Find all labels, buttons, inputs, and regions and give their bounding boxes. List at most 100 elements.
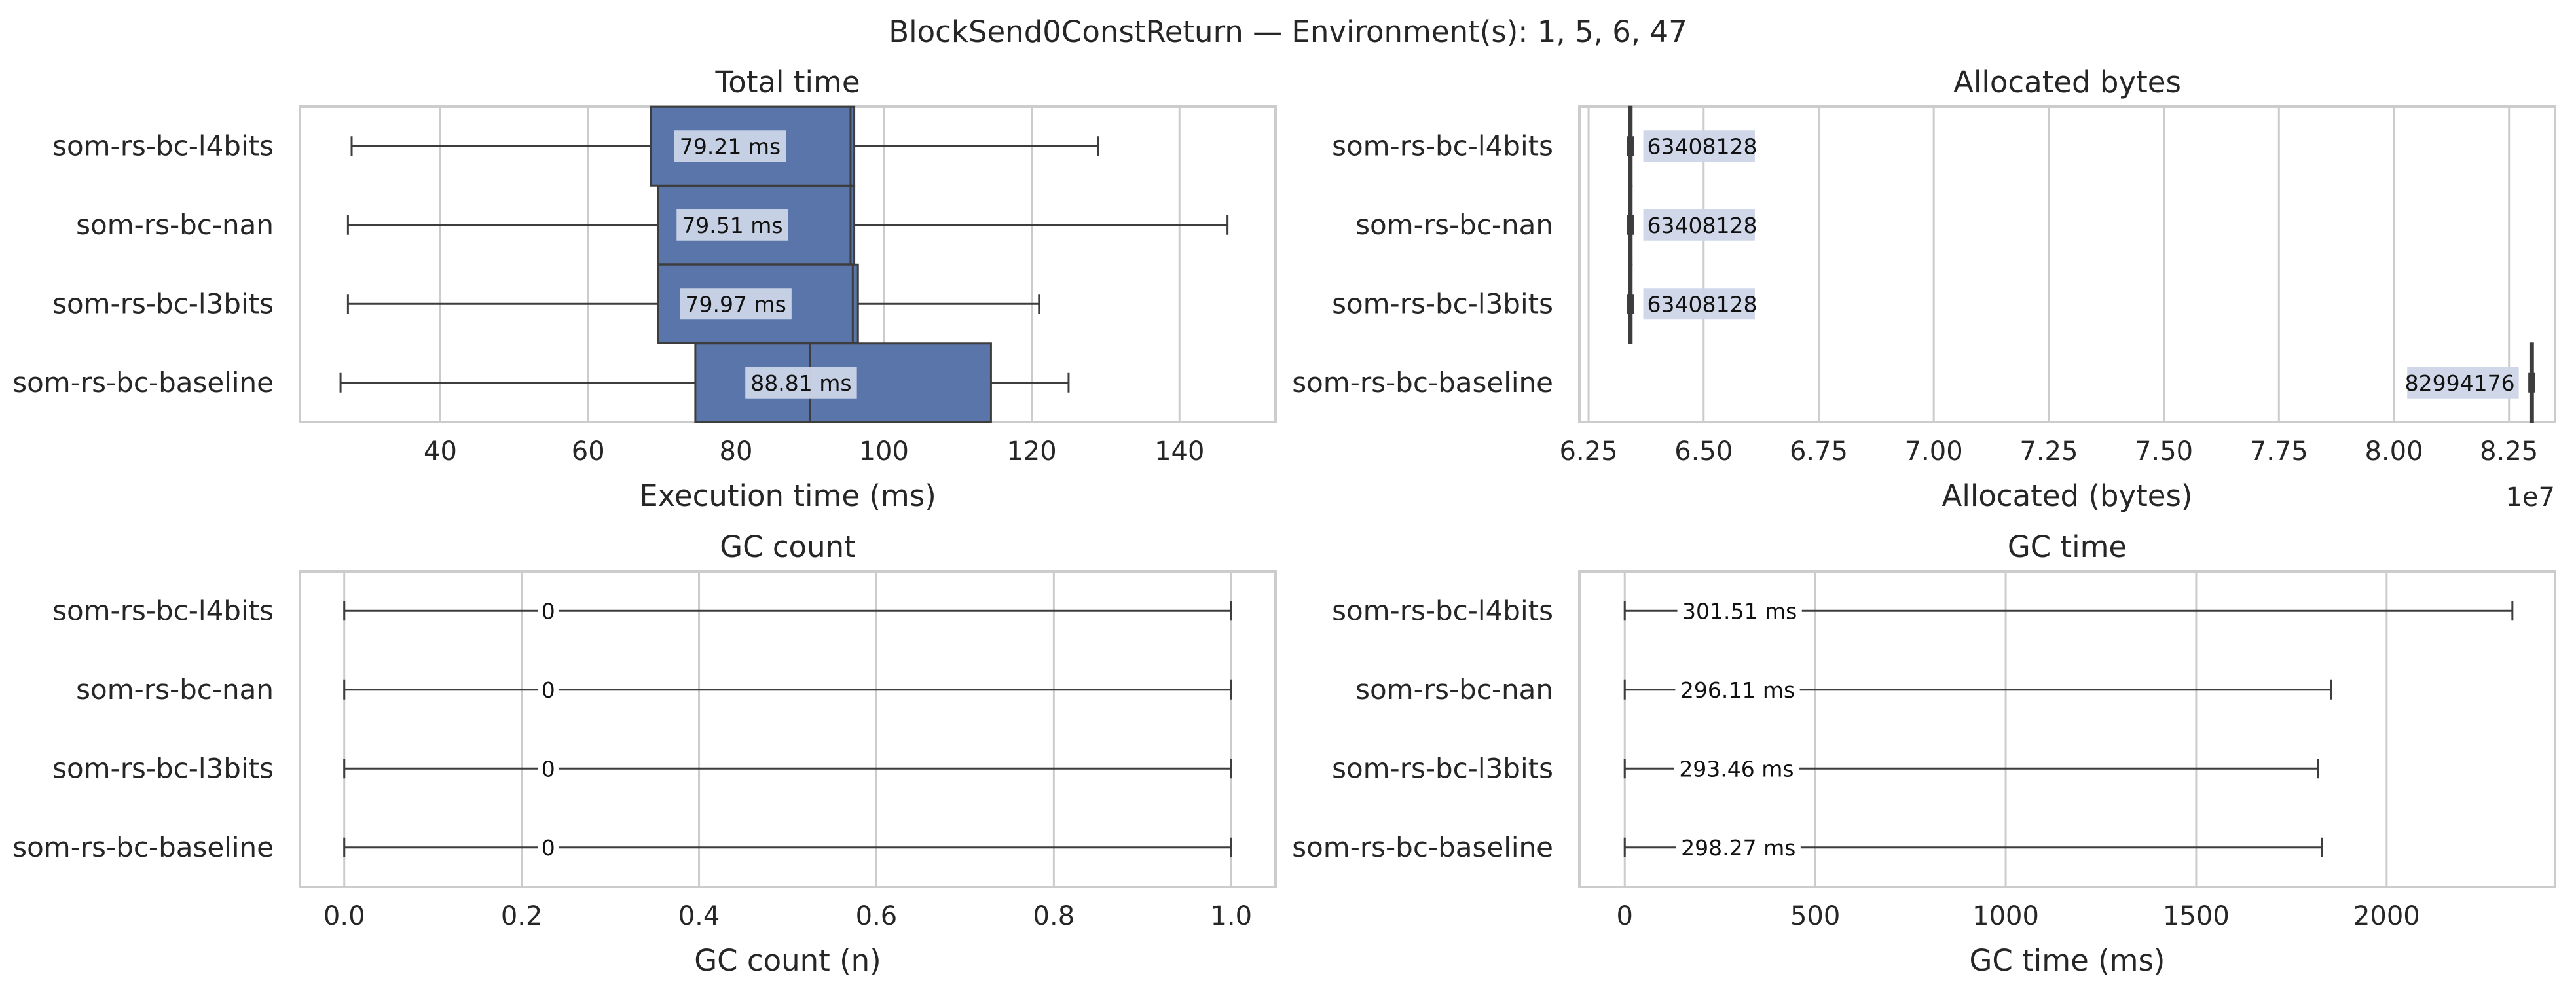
- chart-title: Total time: [714, 65, 860, 99]
- x-axis-offset-text: 1e7: [2505, 482, 2555, 512]
- x-tick-label: 6.50: [1674, 437, 1733, 467]
- box-som-rs-bc-baseline: 82994176: [2405, 342, 2535, 423]
- y-tick-label: som-rs-bc-nan: [1355, 673, 1553, 706]
- value-label-bg: [1674, 753, 1799, 785]
- x-tick-label: 6.75: [1790, 437, 1848, 467]
- box-som-rs-bc-l4bits: 301.51 ms: [1623, 595, 2514, 627]
- y-tick-label: som-rs-bc-l3bits: [52, 287, 274, 319]
- chart-title: GC time: [2008, 529, 2127, 564]
- y-tick-label: som-rs-bc-baseline: [12, 831, 274, 863]
- axes-frame: [299, 570, 1277, 888]
- value-label: 82994176: [2405, 370, 2515, 396]
- chart-gc-count: GC count 0.0 0.2 0.4 0.6 0.8 1.0 GC count (n) so…: [12, 529, 1277, 978]
- x-tick-label: 0.8: [1033, 901, 1075, 931]
- box-som-rs-bc-nan: 0: [343, 673, 1232, 706]
- axes-frame: [1578, 105, 2556, 423]
- x-tick-label: 60: [572, 437, 605, 467]
- box-som-rs-bc-l3bits: 63408128: [1627, 263, 1757, 344]
- x-tick-label: 8.00: [2364, 437, 2423, 467]
- y-tick-label: som-rs-bc-nan: [76, 209, 274, 241]
- chart-title: GC count: [720, 529, 856, 564]
- x-tick-label: 80: [720, 437, 753, 467]
- x-tick-label: 500: [1790, 901, 1840, 931]
- value-label-bg: [745, 367, 857, 399]
- y-tick-label: som-rs-bc-l4bits: [1332, 594, 1553, 626]
- x-tick-label: 1500: [2163, 901, 2230, 931]
- box-som-rs-bc-baseline: 0: [343, 831, 1232, 863]
- x-tick-label: 2000: [2353, 901, 2420, 931]
- value-label: 0: [542, 756, 555, 781]
- y-tick-label: som-rs-bc-l3bits: [1332, 752, 1553, 784]
- value-label: 63408128: [1647, 213, 1757, 238]
- value-label: 293.46 ms: [1679, 756, 1794, 781]
- value-label-bg: [1677, 595, 1802, 627]
- y-tick-label: som-rs-bc-l4bits: [52, 130, 274, 162]
- x-tick-label: 6.25: [1560, 437, 1618, 467]
- x-tick-label: 0.0: [323, 901, 365, 931]
- value-label-bg: [1643, 130, 1755, 162]
- box-som-rs-bc-l4bits: 0: [343, 595, 1232, 627]
- value-label: 298.27 ms: [1681, 835, 1795, 861]
- value-label: 79.51 ms: [682, 213, 782, 238]
- value-label-bg: [538, 753, 559, 785]
- y-tick-label: som-rs-bc-baseline: [1292, 831, 1553, 863]
- value-label-bg: [2407, 367, 2519, 399]
- value-label-bg: [676, 209, 788, 241]
- chart-gc-time: GC time 0 500 1000 1500 2000 GC time (ms) som-r…: [1292, 529, 2556, 978]
- y-tick-label: som-rs-bc-baseline: [1292, 367, 1553, 399]
- x-tick-label: 1000: [1972, 901, 2039, 931]
- x-tick-label: 1.0: [1210, 901, 1252, 931]
- box-som-rs-bc-l4bits: 63408128: [1627, 105, 1757, 187]
- value-label: 301.51 ms: [1682, 598, 1797, 624]
- value-label-bg: [538, 595, 559, 627]
- box-som-rs-bc-l3bits: 0: [343, 753, 1232, 785]
- y-tick-label: som-rs-bc-nan: [76, 673, 274, 706]
- x-tick-label: 7.00: [1905, 437, 1963, 467]
- x-tick-label: 0: [1617, 901, 1633, 931]
- box-som-rs-bc-baseline: 88.81 ms: [339, 342, 1070, 423]
- value-label: 79.21 ms: [680, 134, 781, 159]
- value-label: 63408128: [1647, 291, 1757, 317]
- x-tick-label: 7.25: [2019, 437, 2078, 467]
- value-label: 79.97 ms: [685, 291, 786, 317]
- value-label-bg: [680, 288, 792, 320]
- x-tick-label: 40: [424, 437, 457, 467]
- y-tick-label: som-rs-bc-l4bits: [1332, 130, 1553, 162]
- value-label: 88.81 ms: [750, 370, 851, 396]
- y-tick-label: som-rs-bc-l3bits: [1332, 287, 1553, 319]
- value-label-bg: [674, 130, 786, 162]
- axes-frame: [1578, 570, 2556, 888]
- figure-suptitle: BlockSend0ConstReturn — Environment(s): …: [889, 14, 1687, 49]
- value-label-bg: [538, 673, 559, 706]
- box-som-rs-bc-baseline: 298.27 ms: [1623, 831, 2323, 863]
- box-som-rs-bc-l4bits: 79.21 ms: [350, 105, 1099, 187]
- x-axis-label: GC count (n): [694, 943, 881, 978]
- chart-total-time: Total time 40 60 80 100 120 140 Execution time …: [12, 65, 1277, 513]
- value-label: 0: [542, 677, 555, 703]
- x-tick-label: 0.4: [678, 901, 720, 931]
- y-tick-label: som-rs-bc-l3bits: [52, 752, 274, 784]
- x-tick-label: 7.50: [2135, 437, 2193, 467]
- chart-title: Allocated bytes: [1953, 65, 2181, 99]
- x-tick-label: 140: [1154, 437, 1204, 467]
- value-label: 296.11 ms: [1680, 677, 1795, 703]
- value-label-bg: [1676, 831, 1801, 863]
- box-som-rs-bc-nan: 296.11 ms: [1623, 673, 2332, 706]
- box-som-rs-bc-l3bits: 293.46 ms: [1623, 753, 2319, 785]
- value-label-bg: [1643, 209, 1755, 241]
- y-tick-label: som-rs-bc-nan: [1355, 209, 1553, 241]
- value-label-bg: [1675, 673, 1800, 706]
- x-tick-label: 0.2: [501, 901, 543, 931]
- chart-allocated-bytes: Allocated bytes 6.25 6.50 6.75 7.00 7.25 7.50 7…: [1292, 65, 2556, 513]
- x-tick-label: 0.6: [856, 901, 898, 931]
- x-axis-label: Execution time (ms): [639, 478, 936, 513]
- value-label: 63408128: [1647, 134, 1757, 159]
- y-tick-label: som-rs-bc-l4bits: [52, 594, 274, 626]
- y-tick-label: som-rs-bc-baseline: [12, 367, 274, 399]
- value-label: 0: [542, 835, 555, 861]
- box-som-rs-bc-nan: 79.51 ms: [346, 185, 1229, 266]
- x-tick-label: 8.25: [2480, 437, 2538, 467]
- box-som-rs-bc-nan: 63408128: [1627, 185, 1757, 266]
